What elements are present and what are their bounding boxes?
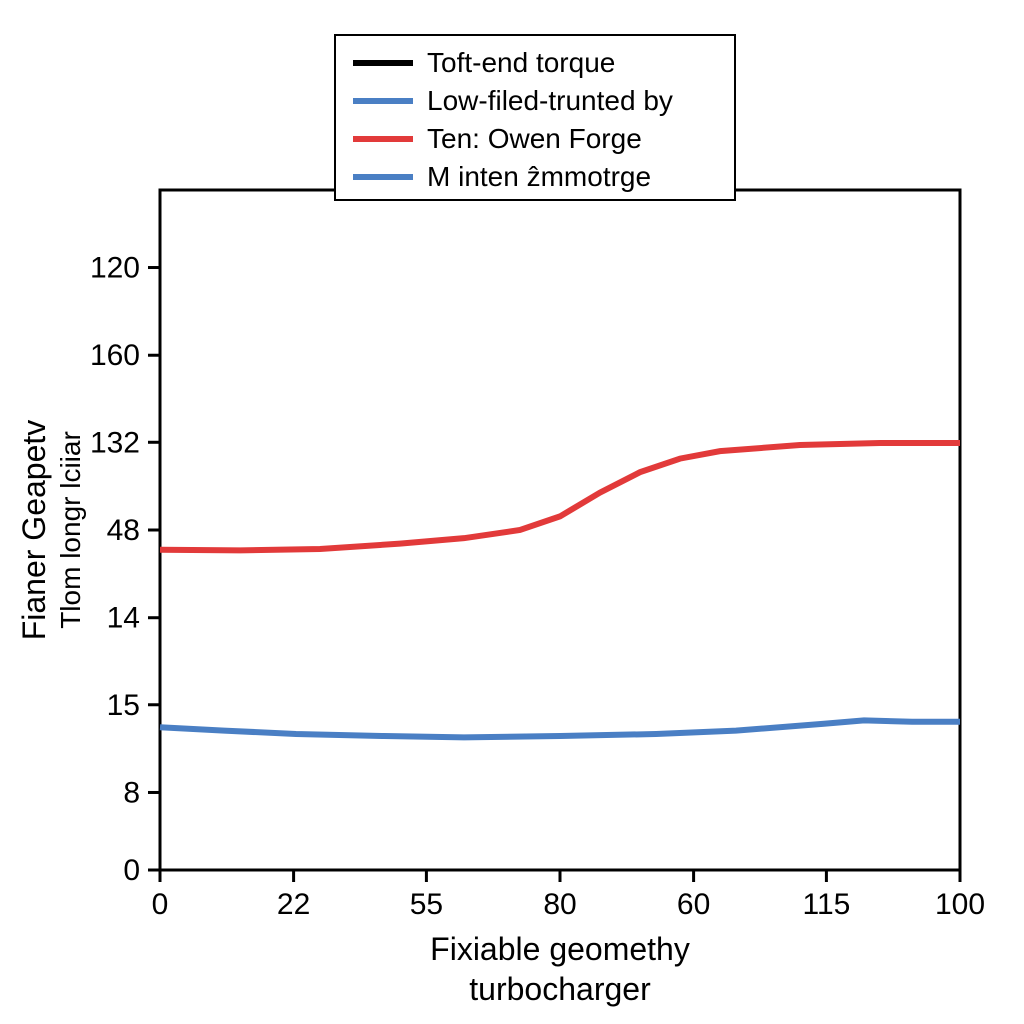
x-axis-title-line2: turbocharger [469, 971, 651, 1007]
y-tick-label: 160 [90, 339, 140, 372]
x-tick-label: 55 [410, 888, 443, 921]
x-tick-label: 22 [277, 888, 310, 921]
legend-label: Toft-end torque [427, 47, 615, 78]
y-tick-label: 0 [123, 854, 140, 887]
y-tick-label: 15 [107, 689, 140, 722]
x-tick-label: 115 [802, 888, 850, 921]
legend-label: Ten: Owen Forge [427, 123, 642, 154]
legend-label: Low-filed-trunted by [427, 85, 673, 116]
y-tick-label: 8 [123, 776, 140, 809]
plot-border [160, 190, 960, 870]
x-tick-label: 60 [677, 888, 710, 921]
y-tick-label: 48 [107, 514, 140, 547]
y-tick-label: 120 [90, 252, 140, 285]
y-tick-label: 132 [90, 426, 140, 459]
series-blue-series [160, 720, 960, 737]
legend-label: M inten ẑmmotrge [427, 161, 651, 192]
chart-container: 022558060115100Fixiable geomethyturbocha… [0, 0, 1024, 1024]
line-chart: 022558060115100Fixiable geomethyturbocha… [0, 0, 1024, 1024]
x-tick-label: 100 [935, 888, 985, 921]
series-red-series [160, 443, 960, 550]
y-axis-title-line2: Tlom longr lciiar [55, 431, 86, 629]
y-axis-title-line1: Fianer Geapetv [16, 420, 52, 641]
y-tick-label: 14 [107, 602, 140, 635]
x-tick-label: 0 [152, 888, 169, 921]
x-tick-label: 80 [543, 888, 576, 921]
x-axis-title-line1: Fixiable geomethy [430, 931, 690, 967]
